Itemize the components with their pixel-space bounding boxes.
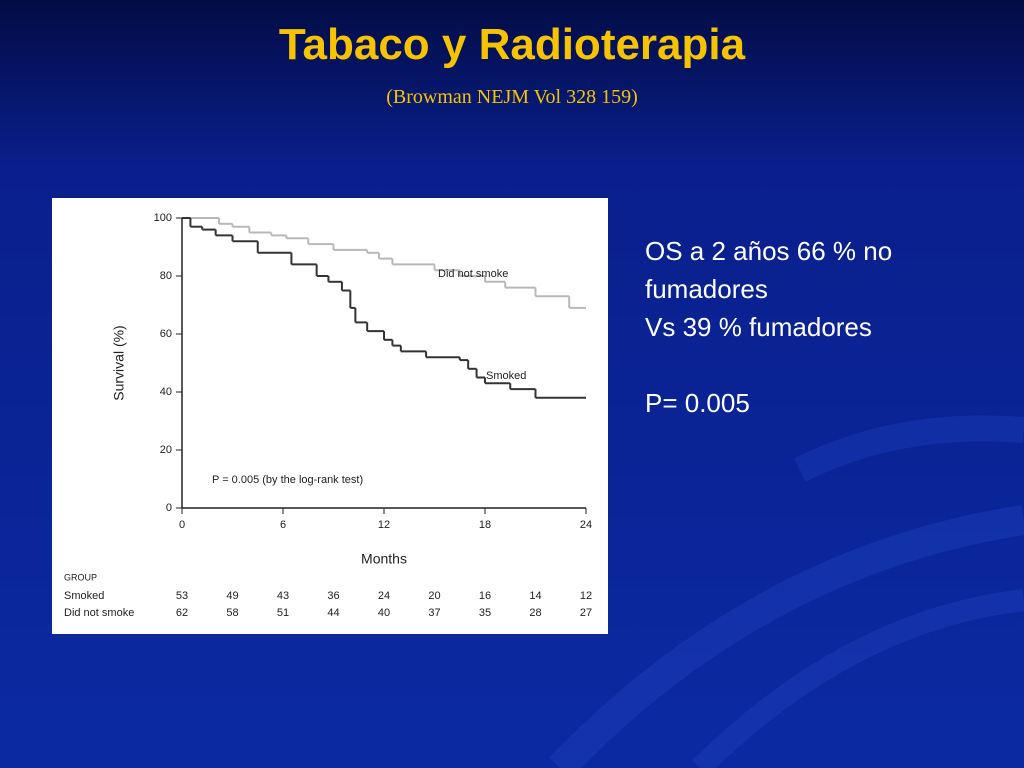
table-cell: 35 [479,607,491,619]
x-tick-label: 0 [179,519,185,531]
slide-title: Tabaco y Radioterapia [278,20,746,69]
table-cell: 24 [378,590,390,602]
table-cell: 36 [327,590,339,602]
table-cell: 20 [428,590,440,602]
x-tick-label: 24 [580,519,592,531]
y-axis-label: Survival (%) [111,325,127,400]
body-text: OS a 2 años 66 % no fumadores Vs 39 % fu… [645,232,1005,422]
y-tick-label: 60 [160,328,172,340]
table-cell: 43 [277,590,289,602]
table-cell: 12 [580,590,592,602]
text-line: P= 0.005 [645,388,750,418]
y-tick-label: 40 [160,386,172,398]
table-cell: 44 [327,607,339,619]
y-tick-label: 0 [166,502,172,514]
table-cell: 37 [428,607,440,619]
series-label: Did not smoke [438,268,508,280]
x-tick-label: 18 [479,519,491,531]
x-tick-label: 6 [280,519,286,531]
y-tick-label: 20 [160,444,172,456]
y-tick-label: 80 [160,270,172,282]
table-cell: 58 [226,607,238,619]
text-line: OS a 2 años 66 % no fumadores [645,236,893,304]
table-cell: 51 [277,607,289,619]
table-cell: 40 [378,607,390,619]
table-cell: 16 [479,590,491,602]
x-tick-label: 12 [378,519,390,531]
table-cell: 62 [176,607,188,619]
table-cell: 28 [529,607,541,619]
table-row-label: Smoked [64,590,104,602]
table-cell: 14 [529,590,541,602]
y-tick-label: 100 [154,212,172,224]
chart-background [52,198,608,634]
table-cell: 49 [226,590,238,602]
annotation: P = 0.005 (by the log-rank test) [212,474,363,486]
chart: 0 20 40 60 80 100 0 6 12 18 24 Months Survival (%) P … [52,198,608,634]
table-row-label: Did not smoke [64,607,134,619]
x-axis-label: Months [361,551,407,567]
table-header: GROUP [64,572,97,582]
table-cell: 27 [580,607,592,619]
slide-subtitle: (Browman NEJM Vol 328 159) [386,86,638,108]
series-label: Smoked [486,370,526,382]
text-line: Vs 39 % fumadores [645,312,872,342]
table-cell: 53 [176,590,188,602]
